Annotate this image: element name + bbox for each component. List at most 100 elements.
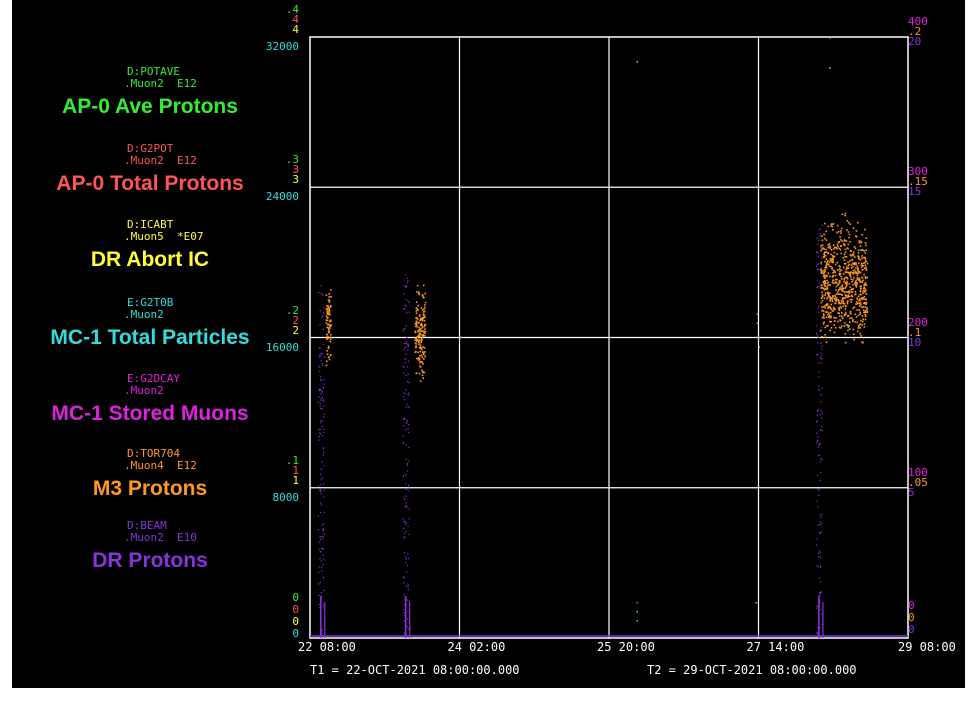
dr-protons-point [407,628,409,630]
m3-protons-point [851,298,853,301]
m3-protons-point [847,271,849,274]
m3-protons-point [862,268,864,271]
m3-protons-point [423,310,426,313]
right-axis-tick: 5 [908,485,915,499]
m3-protons-point [844,271,847,274]
m3-protons-point [824,268,826,271]
dr-protons-point [319,558,321,560]
legend-device-name: E:G2DCAY [127,372,180,385]
dr-protons-point [816,565,818,567]
m3-protons-point [829,297,832,299]
m3-protons-point [825,258,828,261]
m3-protons-point [822,280,825,283]
m3-protons-point [862,306,865,308]
m3-protons-point [827,296,829,298]
m3-protons-point [329,338,332,340]
dr-protons-point [405,393,407,395]
dr-protons-point [816,286,819,288]
dr-protons-point [321,595,323,598]
dr-protons-point [816,538,818,540]
dr-protons-point [321,632,323,635]
m3-protons-point [843,278,845,281]
dr-protons-point [407,484,410,486]
m3-protons-point [862,341,864,344]
dr-protons-point [320,511,322,514]
m3-protons-point [823,222,826,225]
m3-protons-point [823,233,825,236]
m3-protons-point [852,319,854,321]
dr-protons-point [404,520,406,522]
dr-protons-point [406,571,408,573]
dr-protons-point [403,633,405,635]
m3-protons-point [830,265,832,268]
m3-protons-point [844,333,847,335]
m3-protons-point [854,256,856,258]
dr-protons-point [323,307,325,309]
m3-protons-point [839,319,842,322]
dr-protons-point [818,389,821,391]
m3-protons-point [831,259,834,261]
dr-protons-point [404,532,406,534]
m3-protons-point [825,325,828,327]
m3-protons-point [851,279,854,281]
m3-protons-point [856,309,858,311]
dr-protons-point [407,373,409,375]
m3-protons-point [855,301,858,303]
dr-protons-point [320,398,322,400]
m3-protons-point [849,240,851,243]
left-axis-tick: 3 [292,173,299,187]
m3-protons-point [416,318,419,321]
dr-protons-point [817,409,819,412]
m3-protons-point [832,258,834,261]
right-axis-tick: 400 [908,15,928,28]
m3-protons-point [418,372,421,375]
dr-protons-point [403,395,405,398]
m3-protons-point [844,214,846,217]
m3-protons-point [860,319,862,322]
m3-protons-point [832,310,835,312]
m3-protons-point [839,280,841,283]
dr-protons-point [320,292,322,295]
dr-protons-point [407,553,409,555]
m3-protons-point [861,276,863,279]
dr-protons-point [320,504,322,506]
m3-protons-point [823,248,825,250]
dr-protons-point [816,421,818,423]
m3-protons-point [838,312,841,314]
m3-protons-point [834,274,837,277]
m3-protons-point [327,323,330,326]
dr-protons-point [321,461,323,463]
m3-protons-point [417,359,420,361]
m3-protons-point [831,297,834,299]
plot-area [309,36,909,639]
m3-protons-point [326,338,328,340]
dr-protons-point [816,632,818,634]
m3-protons-point [330,336,332,339]
left-axis-tick: 32000 [265,40,299,53]
m3-protons-point [845,294,848,297]
dr-protons-point [321,391,324,393]
dr-protons-point [817,552,820,554]
dr-protons-point [818,577,820,579]
m3-protons-point [330,333,332,336]
dr-protons-point [817,353,819,355]
m3-protons-point [852,333,855,336]
m3-protons-point [417,309,419,311]
m3-protons-point [857,302,860,304]
dr-protons-point [323,483,325,485]
dr-protons-point [818,488,820,490]
m3-protons-point [844,251,847,253]
m3-protons-point [845,283,848,285]
left-axis-tick: 4 [292,23,299,36]
m3-protons-point [865,260,868,263]
dr-protons-point [405,305,407,307]
m3-protons-point [837,241,840,244]
m3-protons-point [415,317,417,319]
dr-protons-point [323,589,325,592]
m3-protons-point [856,302,859,305]
dr-protons-point [407,279,409,282]
m3-protons-point [325,360,328,363]
m3-protons-point [834,282,836,284]
dr-protons-point [318,548,320,550]
dr-protons-point [817,439,819,441]
